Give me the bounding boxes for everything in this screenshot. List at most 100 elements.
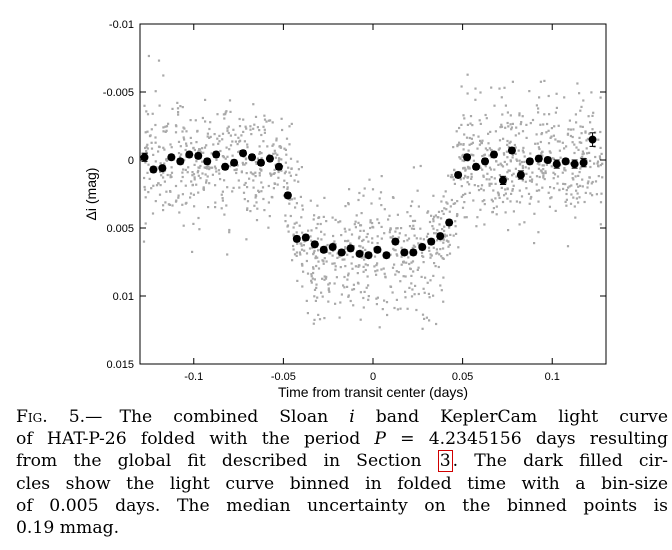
- raw-data-point: [430, 254, 433, 257]
- raw-data-point: [183, 138, 186, 141]
- raw-data-point: [530, 180, 533, 183]
- raw-data-point: [165, 125, 169, 128]
- raw-data-point: [189, 136, 192, 139]
- raw-data-point: [258, 152, 261, 155]
- raw-data-point: [464, 175, 467, 178]
- raw-data-point: [462, 143, 465, 146]
- binned-data-point: [194, 151, 203, 160]
- raw-data-point: [436, 216, 439, 219]
- raw-data-point: [426, 232, 430, 235]
- raw-data-point: [394, 230, 397, 233]
- raw-data-point: [518, 223, 521, 226]
- raw-data-point: [250, 133, 253, 136]
- raw-data-point: [260, 133, 263, 137]
- raw-data-point: [590, 91, 593, 94]
- raw-data-point: [339, 220, 342, 223]
- raw-data-point: [500, 96, 503, 99]
- raw-data-point: [521, 115, 524, 118]
- raw-data-point: [389, 285, 392, 288]
- raw-data-point: [571, 135, 574, 139]
- raw-data-point: [541, 154, 544, 157]
- raw-data-point: [460, 195, 463, 198]
- raw-data-point: [556, 182, 559, 185]
- raw-data-point: [511, 153, 514, 156]
- raw-data-point: [269, 119, 272, 122]
- raw-data-point: [491, 200, 494, 203]
- raw-data-point: [504, 182, 507, 185]
- raw-data-point: [243, 140, 246, 143]
- raw-data-point: [226, 186, 229, 189]
- raw-data-point: [517, 149, 520, 152]
- raw-data-point: [236, 143, 239, 146]
- raw-data-point: [202, 188, 205, 191]
- raw-data-point: [577, 185, 580, 188]
- raw-data-point: [537, 167, 540, 170]
- raw-data-point: [237, 179, 240, 182]
- raw-data-point: [515, 200, 518, 203]
- raw-data-point: [505, 176, 508, 179]
- raw-data-point: [402, 260, 405, 263]
- raw-data-point: [462, 193, 465, 197]
- raw-data-point: [366, 264, 369, 267]
- raw-data-point: [339, 301, 342, 304]
- raw-data-point: [524, 180, 527, 183]
- raw-data-point: [211, 166, 214, 169]
- raw-points-layer: [142, 54, 604, 330]
- raw-data-point: [260, 169, 263, 172]
- binned-data-point: [382, 251, 391, 260]
- raw-data-point: [393, 306, 396, 310]
- raw-data-point: [501, 165, 505, 168]
- raw-data-point: [398, 232, 401, 235]
- raw-data-point: [193, 205, 196, 208]
- raw-data-point: [145, 145, 148, 148]
- raw-data-point: [273, 172, 276, 175]
- raw-data-point: [246, 146, 249, 149]
- raw-data-point: [453, 169, 456, 172]
- raw-data-point: [424, 276, 427, 279]
- raw-data-point: [147, 54, 150, 58]
- raw-data-point: [292, 248, 295, 251]
- raw-data-point: [292, 233, 295, 236]
- raw-data-point: [488, 184, 491, 187]
- raw-data-point: [299, 242, 302, 245]
- raw-data-point: [419, 164, 422, 168]
- raw-data-point: [340, 293, 343, 296]
- raw-data-point: [257, 189, 260, 192]
- raw-data-point: [463, 117, 466, 120]
- raw-data-point: [267, 119, 270, 122]
- raw-data-point: [354, 220, 357, 223]
- raw-data-point: [433, 232, 436, 235]
- raw-data-point: [204, 98, 207, 101]
- raw-data-point: [575, 146, 578, 149]
- raw-data-point: [192, 147, 195, 150]
- raw-data-point: [290, 198, 294, 201]
- raw-data-point: [531, 171, 534, 174]
- raw-data-point: [310, 229, 313, 232]
- raw-data-point: [225, 146, 228, 149]
- section-reference-link[interactable]: 3: [437, 450, 453, 473]
- raw-data-point: [522, 151, 525, 154]
- raw-data-point: [448, 226, 451, 229]
- raw-data-point: [596, 162, 599, 165]
- raw-data-point: [577, 201, 580, 204]
- raw-data-point: [521, 130, 525, 133]
- raw-data-point: [556, 175, 560, 178]
- raw-data-point: [365, 286, 368, 289]
- raw-data-point: [452, 202, 455, 205]
- raw-data-point: [599, 164, 602, 167]
- raw-data-point: [317, 267, 321, 270]
- raw-data-point: [328, 290, 331, 293]
- raw-data-point: [246, 208, 249, 211]
- raw-data-point: [278, 145, 281, 148]
- raw-data-point: [547, 94, 550, 98]
- raw-data-point: [504, 192, 507, 195]
- raw-data-point: [273, 182, 276, 185]
- raw-data-point: [520, 195, 524, 198]
- binned-data-point: [274, 162, 283, 171]
- raw-data-point: [575, 121, 578, 124]
- raw-data-point: [327, 283, 330, 286]
- raw-data-point: [295, 231, 298, 234]
- raw-data-point: [255, 162, 258, 165]
- raw-data-point: [164, 125, 167, 128]
- raw-data-point: [484, 165, 487, 168]
